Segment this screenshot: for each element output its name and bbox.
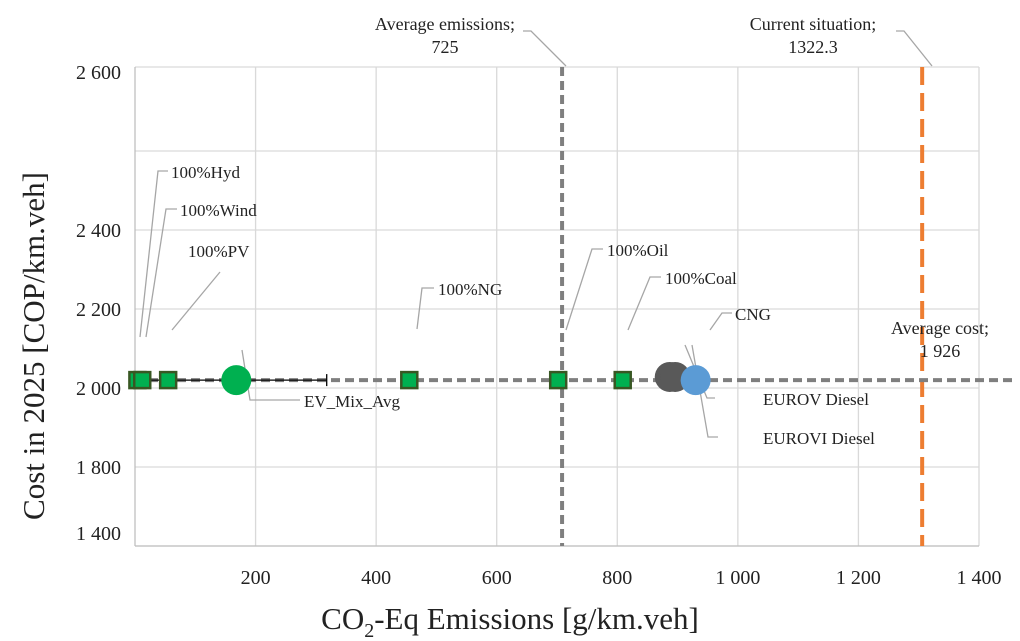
point-leader-0 (139, 170, 168, 338)
point-label: EUROVI Diesel (763, 429, 875, 448)
point-label: 100%NG (438, 280, 502, 299)
point-square-5 (613, 370, 632, 390)
point-square-4 (548, 370, 568, 390)
y-tick-label: 2 400 (76, 220, 121, 242)
ref-label-title-1: Current situation; (750, 14, 876, 34)
y-axis-title: Cost in 2025 [COP/km.veh] (16, 172, 51, 520)
point-leader-6 (241, 349, 300, 401)
y-tick-label: 1 400 (76, 523, 121, 545)
point-leader-9 (709, 312, 732, 331)
point-label: 100%Wind (180, 201, 257, 220)
point-square-1 (132, 370, 152, 390)
leader-lines (139, 30, 933, 438)
x-tick-label: 1 400 (957, 567, 1002, 589)
y-tick-label: 2 600 (76, 62, 121, 84)
ref-label-leader-1 (896, 30, 933, 67)
point-label: EV_Mix_Avg (304, 392, 401, 411)
point-label: 100%Hyd (171, 163, 240, 182)
x-tick-label: 200 (241, 567, 271, 589)
reference-lines (135, 67, 1016, 546)
ref-label-value-0: 725 (432, 37, 459, 57)
x-axis-title-part1: CO (321, 601, 364, 636)
tick-labels: 1 400 1 800 2 000 2 200 2 400 2 600 200 400 600 8… (76, 62, 1002, 589)
point-label: EUROV Diesel (763, 390, 869, 409)
point-leader-1 (145, 208, 177, 338)
point-leader-7 (684, 344, 715, 399)
grid-lines (135, 66, 980, 547)
point-labels: Average emissions; 725 Current situation; 1… (171, 14, 989, 448)
point-leader-5 (627, 276, 661, 331)
point-label: 100%Coal (665, 269, 737, 288)
point-circle-6 (221, 365, 252, 396)
x-axis-title: CO2-Eq Emissions [g/km.veh] (321, 601, 699, 641)
point-label: CNG (735, 305, 771, 324)
point-square-2 (158, 370, 178, 390)
y-tick-label: 2 200 (76, 299, 121, 321)
data-points (128, 361, 711, 396)
ref-label-leader-0 (523, 30, 567, 67)
x-tick-label: 400 (361, 567, 391, 589)
x-tick-label: 1 000 (715, 567, 760, 589)
ref-label-value-2: 1 926 (920, 341, 961, 361)
x-tick-label: 600 (482, 567, 512, 589)
ref-label-value-1: 1322.3 (788, 37, 838, 57)
point-leader-3 (416, 287, 434, 330)
point-square-3 (400, 370, 419, 390)
ref-label-title-2: Average cost; (891, 318, 989, 338)
axes (134, 67, 979, 547)
point-circle-9 (680, 365, 711, 396)
x-tick-label: 800 (602, 567, 632, 589)
x-axis-title-part2: -Eq Emissions [g/km.veh] (374, 601, 699, 636)
ref-label-title-0: Average emissions; (375, 14, 515, 34)
point-label: 100%PV (188, 242, 250, 261)
x-tick-label: 1 200 (836, 567, 881, 589)
y-tick-label: 1 800 (76, 457, 121, 479)
point-leader-4 (565, 248, 603, 331)
point-label: 100%Oil (607, 241, 669, 260)
x-axis-title-subscript: 2 (364, 620, 374, 641)
point-leader-2 (171, 271, 221, 331)
y-tick-label: 2 000 (76, 378, 121, 400)
